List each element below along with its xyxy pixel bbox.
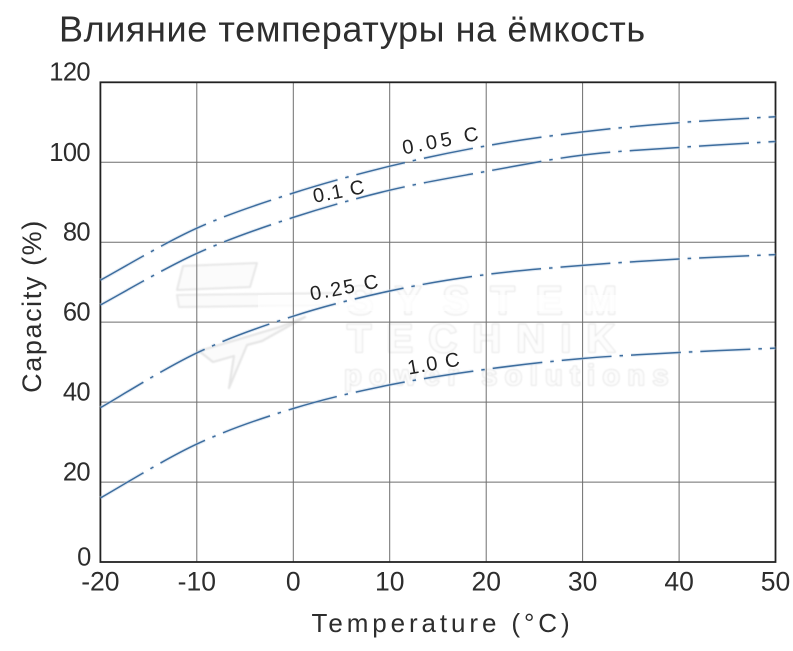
svg-text:100: 100: [49, 139, 90, 167]
svg-text:10: 10: [375, 567, 404, 597]
svg-text:Capacity (%): Capacity (%): [17, 219, 47, 393]
svg-text:120: 120: [49, 59, 90, 87]
svg-text:0: 0: [286, 567, 301, 597]
svg-text:20: 20: [63, 459, 91, 487]
svg-text:power solutions: power solutions: [344, 360, 676, 392]
svg-text:40: 40: [63, 379, 91, 407]
svg-text:-10: -10: [178, 567, 216, 597]
svg-text:TECHNIK: TECHNIK: [347, 317, 630, 361]
svg-text:Влияние температуры на ёмкость: Влияние температуры на ёмкость: [59, 8, 646, 49]
svg-text:20: 20: [471, 567, 500, 597]
svg-text:50: 50: [761, 567, 790, 597]
svg-text:Temperature (°C): Temperature (°C): [311, 608, 573, 638]
svg-text:60: 60: [63, 299, 91, 327]
svg-text:40: 40: [664, 567, 693, 597]
svg-text:-20: -20: [81, 567, 119, 597]
svg-text:80: 80: [63, 219, 91, 247]
svg-text:0: 0: [77, 544, 91, 572]
svg-text:30: 30: [568, 567, 597, 597]
